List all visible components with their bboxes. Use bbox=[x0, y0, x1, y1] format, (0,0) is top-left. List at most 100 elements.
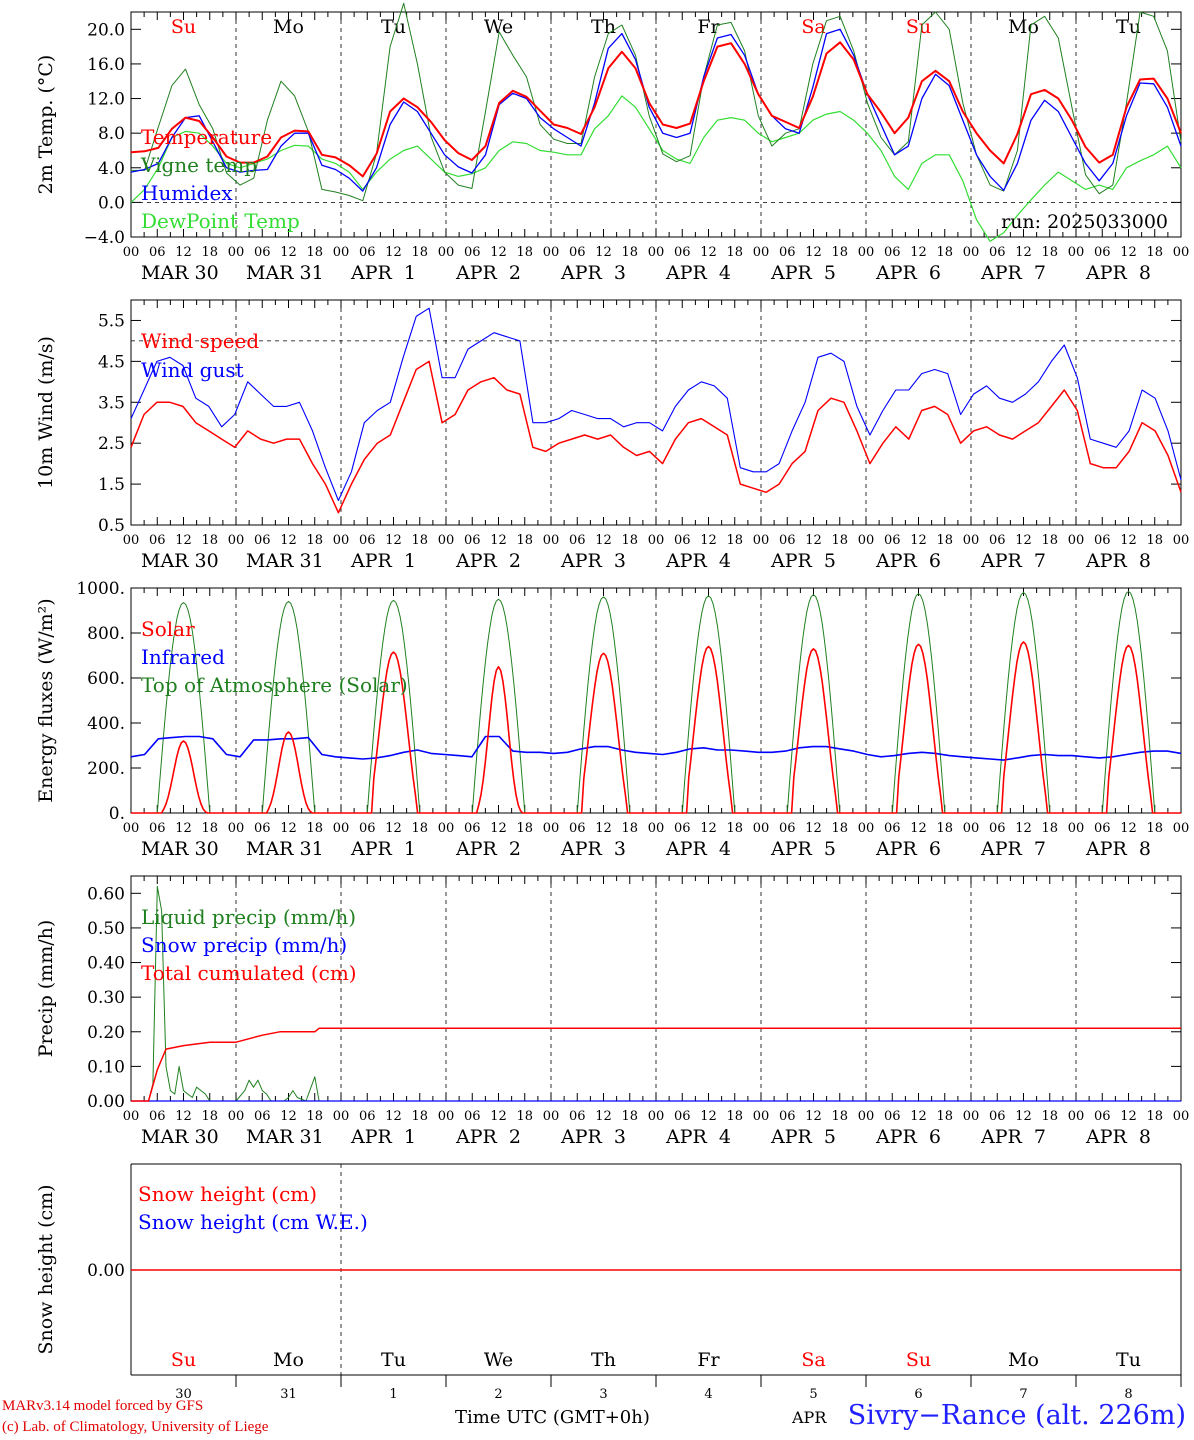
hour-tick-label: 18 bbox=[1146, 1109, 1163, 1124]
legend-entry: Top of Atmosphere (Solar) bbox=[141, 673, 408, 697]
hour-tick-label: 18 bbox=[411, 533, 428, 548]
hour-tick-label: 18 bbox=[726, 821, 743, 836]
legend-entry: Snow precip (mm/h) bbox=[141, 933, 347, 957]
weekday-label: Tu bbox=[381, 1349, 406, 1371]
hour-tick-label: 00 bbox=[543, 821, 560, 836]
y-tick-label: 20.0 bbox=[87, 20, 125, 40]
hour-tick-label: 12 bbox=[490, 533, 507, 548]
hour-tick-label: 06 bbox=[359, 821, 376, 836]
hour-tick-label: 18 bbox=[831, 245, 848, 260]
weekday-label: Fr bbox=[697, 16, 720, 38]
hour-tick-label: 18 bbox=[411, 245, 428, 260]
y-tick-label: 0.50 bbox=[87, 919, 125, 939]
y-tick-label: 3.5 bbox=[98, 393, 125, 413]
hour-tick-label: 18 bbox=[936, 821, 953, 836]
hour-tick-label: 18 bbox=[411, 821, 428, 836]
hour-tick-label: 18 bbox=[726, 533, 743, 548]
hour-tick-label: 00 bbox=[963, 821, 980, 836]
date-label: MAR 31 bbox=[246, 262, 324, 284]
hour-tick-label: 06 bbox=[359, 1109, 376, 1124]
hour-tick-label: 18 bbox=[621, 245, 638, 260]
weekday-label: We bbox=[484, 1349, 513, 1371]
y-tick-label: 0.5 bbox=[98, 516, 125, 536]
date-label: APR 8 bbox=[1085, 550, 1151, 572]
hour-tick-label: 12 bbox=[175, 821, 192, 836]
hour-tick-label: 00 bbox=[123, 245, 140, 260]
hour-tick-label: 00 bbox=[228, 821, 245, 836]
date-number: 6 bbox=[914, 1387, 922, 1402]
temperature-line bbox=[130, 41, 1182, 178]
hour-tick-label: 12 bbox=[910, 1109, 927, 1124]
date-label: APR 6 bbox=[875, 1126, 941, 1148]
hour-tick-label: 12 bbox=[385, 1109, 402, 1124]
date-label: APR 8 bbox=[1085, 1126, 1151, 1148]
hour-tick-label: 18 bbox=[411, 1109, 428, 1124]
date-number: 4 bbox=[704, 1387, 712, 1402]
hour-tick-label: 06 bbox=[149, 821, 166, 836]
hour-tick-label: 12 bbox=[280, 1109, 297, 1124]
hour-tick-label: 00 bbox=[1173, 821, 1190, 836]
y-axis-label: Precip (mm/h) bbox=[35, 920, 57, 1058]
date-label: APR 5 bbox=[770, 1126, 836, 1148]
hour-tick-label: 12 bbox=[805, 533, 822, 548]
legend-entry: Humidex bbox=[141, 181, 233, 205]
hour-tick-label: 18 bbox=[516, 245, 533, 260]
hour-tick-label: 12 bbox=[1015, 821, 1032, 836]
date-number: 7 bbox=[1019, 1387, 1027, 1402]
date-label: APR 6 bbox=[875, 838, 941, 860]
date-label: APR 4 bbox=[665, 838, 731, 860]
solar-line bbox=[131, 641, 1181, 814]
hour-tick-label: 06 bbox=[674, 533, 691, 548]
hour-tick-label: 06 bbox=[779, 245, 796, 260]
wind-speed-line bbox=[130, 360, 1182, 514]
y-axis-label: 2m Temp. (°C) bbox=[35, 55, 57, 195]
legend-entry: Temperature bbox=[141, 125, 272, 149]
hour-tick-label: 00 bbox=[753, 1109, 770, 1124]
hour-tick-label: 06 bbox=[359, 245, 376, 260]
date-label: MAR 30 bbox=[141, 1126, 219, 1148]
hour-tick-label: 18 bbox=[1146, 245, 1163, 260]
hour-tick-label: 00 bbox=[1173, 245, 1190, 260]
total-cumulated-line bbox=[131, 1027, 1181, 1102]
hour-tick-label: 06 bbox=[464, 245, 481, 260]
hour-tick-label: 00 bbox=[438, 245, 455, 260]
hour-tick-label: 18 bbox=[726, 245, 743, 260]
legend-entry: Liquid precip (mm/h) bbox=[141, 905, 356, 929]
dewpoint-line bbox=[130, 95, 1182, 242]
y-tick-label: 4.0 bbox=[98, 159, 125, 179]
hour-tick-label: 00 bbox=[543, 1109, 560, 1124]
station-name: Sivry−Rance (alt. 226m) bbox=[847, 1400, 1186, 1431]
hour-tick-label: 12 bbox=[700, 533, 717, 548]
y-tick-label: 0.20 bbox=[87, 1023, 125, 1043]
y-tick-label: 0.10 bbox=[87, 1057, 125, 1077]
hour-tick-label: 18 bbox=[306, 533, 323, 548]
hour-tick-label: 06 bbox=[569, 245, 586, 260]
date-number: 2 bbox=[494, 1387, 502, 1402]
hour-tick-label: 00 bbox=[123, 1109, 140, 1124]
hour-tick-label: 12 bbox=[490, 1109, 507, 1124]
hour-tick-label: 18 bbox=[831, 533, 848, 548]
hour-tick-label: 00 bbox=[228, 245, 245, 260]
hour-tick-label: 00 bbox=[648, 1109, 665, 1124]
hour-tick-label: 18 bbox=[516, 1109, 533, 1124]
hour-tick-label: 18 bbox=[1041, 821, 1058, 836]
legend-entry: Vigne temp bbox=[140, 153, 257, 177]
weekday-label: Tu bbox=[381, 16, 406, 38]
y-tick-label: −4.0 bbox=[84, 228, 125, 248]
date-label: APR 8 bbox=[1085, 838, 1151, 860]
hour-tick-label: 12 bbox=[490, 821, 507, 836]
legend-entry: Wind gust bbox=[141, 358, 244, 382]
hour-tick-label: 12 bbox=[385, 533, 402, 548]
hour-tick-label: 18 bbox=[936, 1109, 953, 1124]
hour-tick-label: 18 bbox=[936, 245, 953, 260]
hour-tick-label: 06 bbox=[569, 533, 586, 548]
weekday-label: Sa bbox=[801, 16, 825, 38]
y-tick-label: 600. bbox=[87, 669, 125, 689]
hour-tick-label: 12 bbox=[1120, 1109, 1137, 1124]
hour-tick-label: 18 bbox=[516, 533, 533, 548]
hour-tick-label: 06 bbox=[359, 533, 376, 548]
hour-tick-label: 00 bbox=[333, 821, 350, 836]
hour-tick-label: 18 bbox=[1041, 1109, 1058, 1124]
date-number: 31 bbox=[280, 1387, 297, 1402]
